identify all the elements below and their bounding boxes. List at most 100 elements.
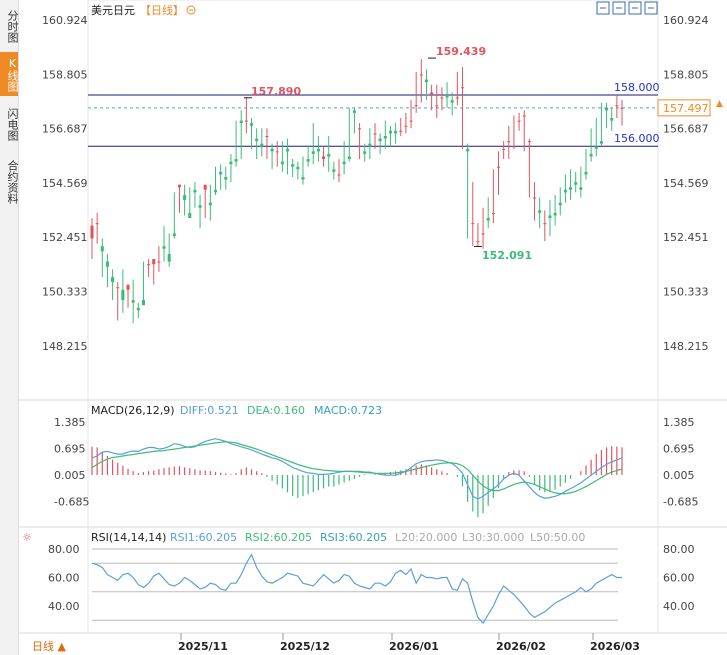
candle-body: [553, 212, 557, 216]
candle-body: [90, 225, 94, 239]
symbol-title: 美元日元: [91, 4, 135, 17]
candle-body: [363, 151, 367, 154]
candle-body: [162, 246, 166, 249]
sidebar-tab-0[interactable]: 分时图: [6, 9, 19, 43]
candle-body: [193, 189, 197, 193]
rsi-tick-right: 60.00: [663, 572, 695, 585]
high-price-label: 159.439: [436, 45, 486, 58]
candle-body: [126, 284, 130, 290]
candle-body: [589, 153, 593, 157]
candle-body: [579, 187, 583, 190]
current-price-arrow-icon: ▲: [716, 99, 723, 109]
candle-body: [388, 130, 392, 134]
candle-body: [419, 74, 423, 76]
candle-body: [440, 97, 444, 99]
rsi-tick-left: 80.00: [48, 543, 80, 556]
candle-body: [502, 148, 506, 150]
candle-body: [249, 123, 254, 126]
macd-dea-label: DEA:0.160: [247, 404, 305, 417]
candle-body: [285, 148, 290, 152]
candle-body: [584, 171, 588, 175]
low-price-label: 152.091: [482, 249, 532, 262]
macd-value-label: MACD:0.723: [314, 404, 382, 417]
rsi-tick-left: 40.00: [48, 600, 80, 613]
price-tick-right: 148.215: [663, 340, 709, 353]
rsi-l30-label: L30:30.000: [462, 531, 524, 544]
candle-body: [301, 177, 305, 180]
candle-body: [352, 110, 356, 113]
rsi-l20-label: L20:20.000: [395, 531, 457, 544]
candle-body: [563, 189, 567, 193]
rsi-tick-left: 60.00: [48, 572, 80, 585]
candle-body: [430, 92, 434, 95]
candle-body: [496, 166, 501, 168]
sidebar-tab-2[interactable]: 闪电图: [6, 107, 19, 141]
candle-body: [424, 79, 429, 83]
sidebar-tab-1[interactable]: K线图: [0, 52, 19, 96]
candle-body: [116, 287, 120, 289]
candle-body: [136, 307, 140, 311]
candle-body: [306, 159, 310, 162]
macd-diff-line: [91, 438, 623, 500]
price-tick-left: 160.924: [42, 14, 88, 27]
current-price-badge: [657, 99, 711, 117]
rsi-tick-right: 80.00: [663, 543, 695, 556]
candle-body: [471, 223, 475, 225]
candle-body: [255, 138, 259, 142]
period-select-button[interactable]: 日线 ▲: [32, 640, 66, 653]
candle-body: [399, 130, 403, 132]
macd-dea-line: [91, 441, 623, 495]
price-tick-left: 154.569: [42, 177, 88, 190]
candle-body: [615, 105, 619, 107]
candle-body: [219, 171, 223, 175]
price-tick-left: 152.451: [42, 231, 88, 244]
candle-body: [147, 264, 151, 266]
candle-body: [311, 151, 315, 154]
left-high-label: 157.890: [251, 85, 301, 98]
candle-body: [177, 184, 182, 188]
candle-body: [244, 120, 248, 122]
support-label: 156.000: [614, 132, 660, 145]
candle-body: [157, 261, 161, 263]
rsi-settings-icon[interactable]: ☼: [22, 531, 32, 544]
macd-title: MACD(26,12,9): [91, 404, 175, 417]
candle-body: [486, 218, 490, 221]
candle-body: [358, 128, 362, 130]
candle-body: [507, 141, 511, 143]
candle-body: [548, 215, 552, 219]
sidebar: 分时图 K线图闪电图合约资料: [0, 0, 19, 655]
rsi-title: RSI(14,14,14): [91, 531, 166, 544]
candle-body: [414, 105, 418, 107]
candle-body: [532, 197, 537, 199]
candle-body: [599, 141, 603, 144]
sidebar-tab-3[interactable]: 合约资料: [6, 160, 19, 204]
candle-body: [605, 107, 609, 111]
rsi-tick-right: 40.00: [663, 600, 695, 613]
rsi-l50-label: L50:50.00: [530, 531, 585, 544]
x-axis-label: 2026/01: [389, 640, 439, 653]
macd-tick-left: -0.685: [54, 496, 89, 509]
candle-body: [342, 161, 346, 165]
candle-body: [131, 300, 135, 303]
candle-body: [594, 146, 598, 149]
candle-body: [208, 202, 212, 206]
candle-body: [409, 120, 413, 122]
candle-body: [481, 233, 485, 235]
candle-body: [569, 187, 573, 190]
candle-body: [378, 138, 382, 142]
settings-icon[interactable]: [186, 5, 196, 15]
candle-body: [296, 166, 300, 170]
price-tick-right: 154.569: [663, 177, 709, 190]
candle-body: [188, 212, 192, 219]
rsi3-label: RSI3:60.205: [320, 531, 387, 544]
candle-body: [460, 87, 465, 89]
candle-body: [574, 182, 578, 185]
macd-tick-left: 1.385: [54, 416, 86, 429]
candle-body: [445, 94, 449, 98]
candle-body: [111, 276, 115, 283]
x-axis-label: 2025/12: [280, 640, 330, 653]
candle-body: [213, 189, 218, 193]
candle-body: [239, 120, 243, 124]
candle-body: [435, 105, 439, 107]
